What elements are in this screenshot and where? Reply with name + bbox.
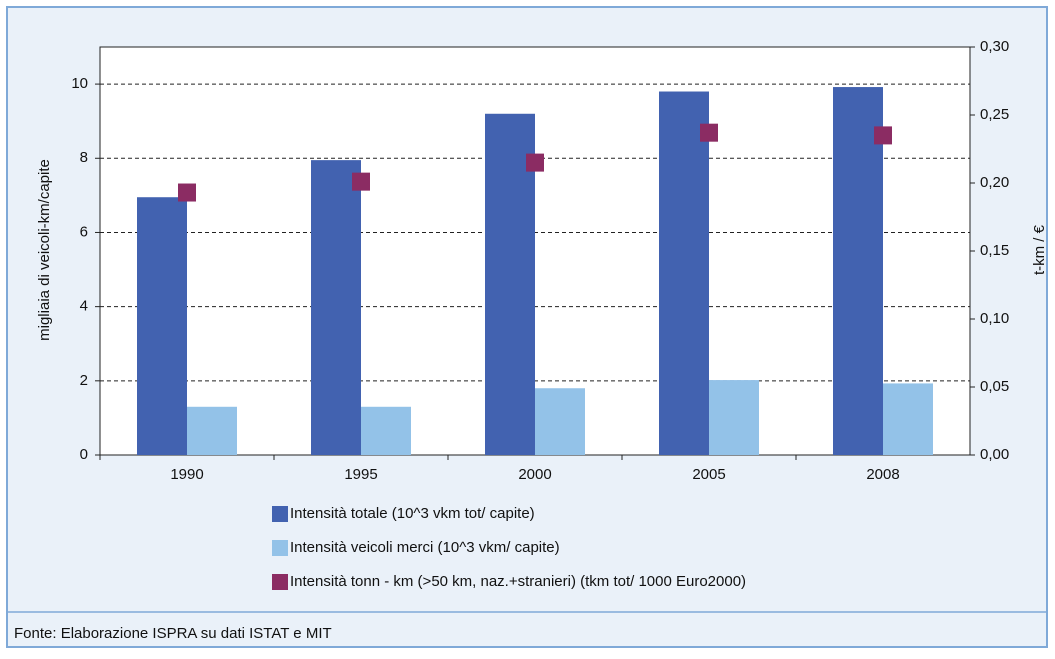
legend-label: Intensità tonn - km (>50 km, naz.+strani… (290, 573, 746, 590)
marker (874, 126, 892, 145)
marker (526, 153, 544, 172)
marker (352, 172, 370, 191)
y-tick-label: 8 (80, 149, 88, 166)
x-tick-label: 2000 (518, 466, 551, 483)
marker (700, 123, 718, 142)
bar (833, 87, 883, 456)
y2-tick-label: 0,30 (980, 38, 1009, 55)
legend-label: Intensità veicoli merci (10^3 vkm/ capit… (290, 539, 560, 556)
y2-tick-label: 0,15 (980, 242, 1009, 259)
bar (361, 406, 411, 455)
source: Fonte: Elaborazione ISPRA su dati ISTAT … (14, 625, 332, 642)
y-tick-label: 4 (80, 298, 88, 315)
y2-tick-label: 0,10 (980, 310, 1009, 327)
bar (709, 380, 759, 455)
y-tick-label: 0 (80, 446, 88, 463)
y2-tick-label: 0,05 (980, 378, 1009, 395)
legend-label: Intensità totale (10^3 vkm tot/ capite) (290, 505, 535, 522)
bar (659, 91, 709, 455)
y2-tick-label: 0,25 (980, 106, 1009, 123)
marker (178, 183, 196, 202)
bar (883, 383, 933, 455)
y2-tick-label: 0,20 (980, 174, 1009, 191)
x-tick-label: 2008 (866, 466, 899, 483)
x-tick-label: 1995 (344, 466, 377, 483)
legend-swatch (272, 574, 288, 590)
x-tick-label: 2005 (692, 466, 725, 483)
bar (137, 197, 187, 455)
y2-tick-label: 0,00 (980, 446, 1009, 463)
x-tick-label: 1990 (170, 466, 203, 483)
y-tick-label: 6 (80, 223, 88, 240)
bar (535, 388, 585, 455)
bar (187, 406, 237, 455)
legend-swatch (272, 506, 288, 522)
legend-swatch (272, 540, 288, 556)
y-tick-label: 10 (71, 75, 88, 92)
y-tick-label: 2 (80, 372, 88, 389)
bar (311, 160, 361, 456)
y-axis-label: migliaia di veicoli-km/capite (36, 159, 53, 341)
y2-axis-label: t-km / € (1031, 224, 1048, 275)
